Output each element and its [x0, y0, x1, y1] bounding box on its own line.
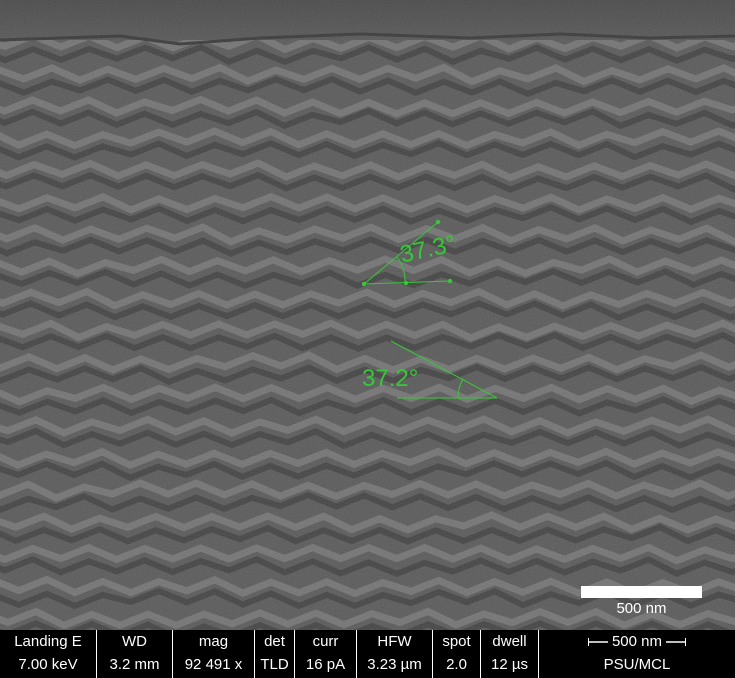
endpoint	[447, 278, 453, 284]
databar-value: 16 pA	[305, 656, 346, 673]
scale-line-right	[666, 638, 687, 647]
databar-dwell: dwell 12 µs	[481, 630, 539, 678]
databar-header: curr	[312, 633, 339, 650]
midpoint	[403, 280, 409, 286]
databar-value: 7.00 keV	[18, 656, 78, 673]
scale-bar-label: 500 nm	[616, 600, 667, 617]
scale-bar	[581, 586, 702, 598]
databar-landing-energy: Landing E 7.00 keV	[0, 630, 97, 678]
sem-databar: Landing E 7.00 keV WD 3.2 mm mag 92 491 …	[0, 630, 735, 678]
databar-magnification: mag 92 491 x	[173, 630, 255, 678]
databar-current: curr 16 pA	[295, 630, 357, 678]
databar-scale-label: 500 nm	[611, 633, 663, 650]
angle-measurement-lower	[390, 340, 498, 399]
databar-scale-section: 500 nm PSU/MCL	[539, 630, 735, 678]
databar-value: 3.23 µm	[367, 656, 422, 673]
databar-header: dwell	[492, 633, 527, 650]
databar-value: TLD	[260, 656, 289, 673]
databar-header: mag	[198, 633, 229, 650]
angle-measurement-upper	[361, 219, 453, 287]
vertex-point	[361, 281, 367, 287]
databar-value: 2.0	[446, 656, 467, 673]
databar-hfw: HFW 3.23 µm	[357, 630, 433, 678]
endpoint	[435, 219, 441, 225]
databar-spot: spot 2.0	[433, 630, 481, 678]
databar-value: 3.2 mm	[109, 656, 160, 673]
databar-header: HFW	[377, 633, 412, 650]
angle-label-lower: 37.2°	[362, 365, 419, 392]
databar-header: WD	[122, 633, 147, 650]
databar-value: 92 491 x	[184, 656, 243, 673]
databar-detector: det TLD	[255, 630, 295, 678]
databar-lab-label: PSU/MCL	[603, 656, 671, 673]
databar-working-distance: WD 3.2 mm	[97, 630, 173, 678]
databar-header: Landing E	[14, 633, 82, 650]
scale-line-left	[587, 638, 608, 647]
noise-overlay	[0, 0, 735, 630]
databar-scale: 500 nm	[539, 630, 735, 654]
databar-header: spot	[442, 633, 471, 650]
sem-image	[0, 0, 735, 630]
databar-header: det	[264, 633, 285, 650]
databar-value: 12 µs	[491, 656, 528, 673]
